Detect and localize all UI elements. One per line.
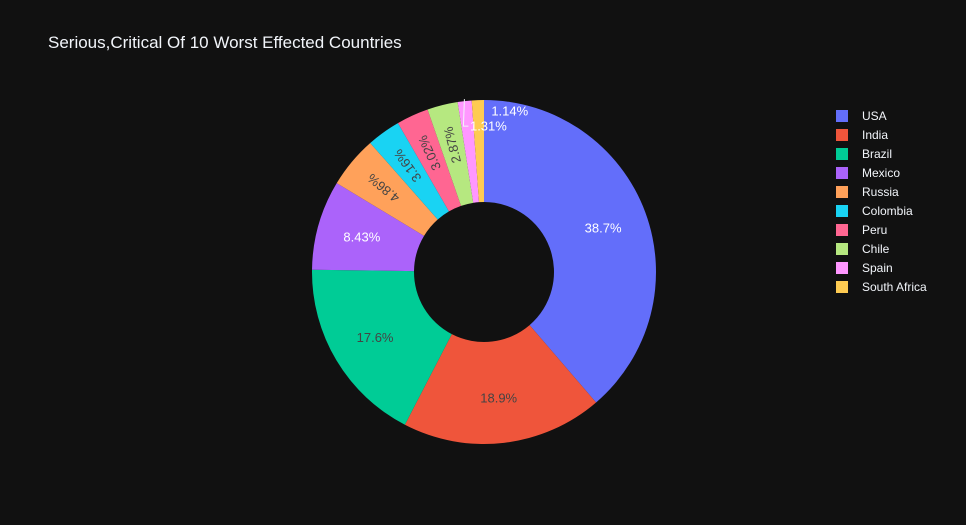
slice-colombia[interactable]	[370, 123, 449, 220]
chart-title: Serious,Critical Of 10 Worst Effected Co…	[48, 33, 402, 52]
legend-item-chile[interactable]: Chile	[836, 239, 927, 258]
slice-label-india: 18.9%	[480, 391, 517, 406]
legend-swatch	[836, 223, 848, 236]
legend-item-usa[interactable]: USA	[836, 106, 927, 125]
legend-label: Colombia	[862, 203, 913, 218]
slice-peru[interactable]	[397, 109, 462, 212]
slice-label-brazil: 17.6%	[357, 330, 394, 345]
legend-item-colombia[interactable]: Colombia	[836, 201, 927, 220]
slices-group	[312, 100, 656, 445]
legend-label: Spain	[862, 260, 893, 275]
legend-item-russia[interactable]: Russia	[836, 182, 927, 201]
legend-label: Brazil	[862, 146, 893, 161]
legend-label: USA	[862, 108, 887, 123]
slice-label-usa: 38.7%	[585, 220, 622, 235]
legend-swatch	[836, 242, 848, 255]
legend-swatch	[836, 109, 848, 122]
legend-label: South Africa	[862, 279, 927, 294]
slice-usa[interactable]	[484, 100, 656, 403]
slice-label-mexico: 8.43%	[343, 230, 380, 245]
legend-item-south-africa[interactable]: South Africa	[836, 277, 927, 296]
legend-swatch	[836, 166, 848, 179]
slice-chile[interactable]	[427, 102, 474, 206]
legend-swatch	[836, 147, 848, 160]
legend-label: India	[862, 127, 889, 142]
legend-item-peru[interactable]: Peru	[836, 220, 927, 239]
legend-item-india[interactable]: India	[836, 125, 927, 144]
legend-swatch	[836, 280, 848, 293]
slice-brazil[interactable]	[312, 269, 452, 425]
legend-label: Mexico	[862, 165, 901, 180]
legend-swatch	[836, 185, 848, 198]
legend-label: Russia	[862, 184, 899, 199]
slice-russia[interactable]	[336, 142, 438, 236]
legend-swatch	[836, 128, 848, 141]
slice-south-africa[interactable]	[471, 100, 484, 203]
legend-item-mexico[interactable]: Mexico	[836, 163, 927, 182]
legend-swatch	[836, 204, 848, 217]
slice-label-south-africa: 1.14%	[491, 104, 528, 119]
legend: USA India Brazil Mexico Russia Colombia Peru Ch…	[836, 106, 927, 296]
legend-item-brazil[interactable]: Brazil	[836, 144, 927, 163]
legend-label: Chile	[862, 241, 890, 256]
slice-label-spain: 1.31%	[470, 119, 507, 134]
legend-swatch	[836, 261, 848, 274]
slice-mexico[interactable]	[312, 183, 425, 272]
slice-india[interactable]	[404, 325, 597, 445]
legend-label: Peru	[862, 222, 888, 237]
leader-line-spain	[462, 99, 469, 127]
legend-item-spain[interactable]: Spain	[836, 258, 927, 277]
